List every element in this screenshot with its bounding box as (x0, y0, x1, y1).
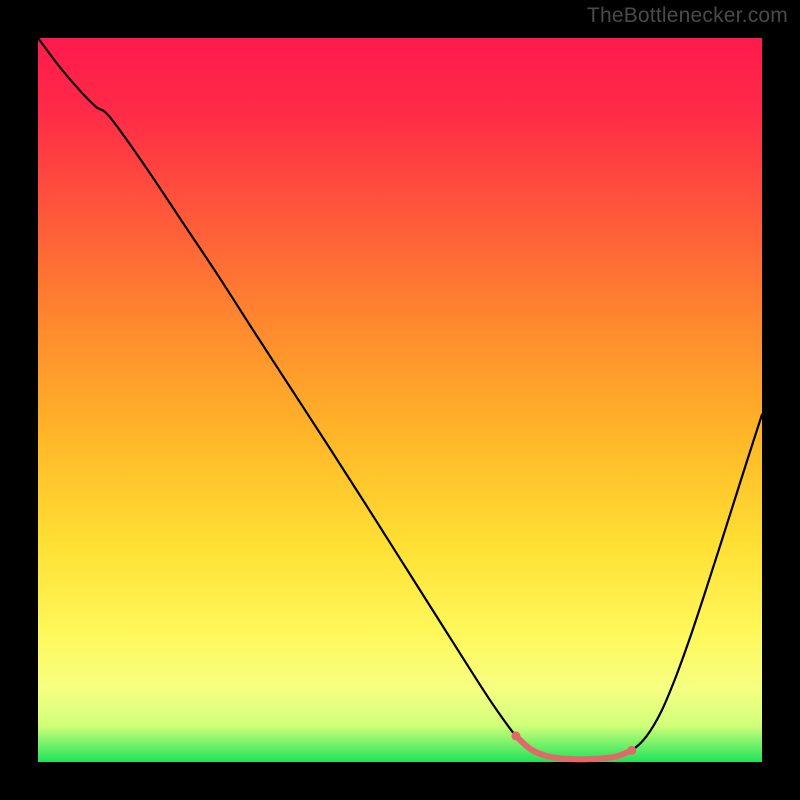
attribution-label: TheBottlenecker.com (587, 4, 788, 28)
gradient-background (38, 38, 762, 762)
accent-marker-start (511, 731, 520, 740)
chart-frame: TheBottlenecker.com (0, 0, 800, 800)
accent-marker-end (627, 746, 636, 755)
chart-svg (0, 0, 800, 800)
